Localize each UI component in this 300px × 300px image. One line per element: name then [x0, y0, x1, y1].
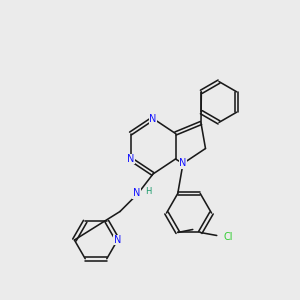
Text: N: N	[149, 113, 157, 124]
Text: N: N	[179, 158, 187, 169]
Text: Cl: Cl	[224, 232, 233, 242]
Text: H: H	[145, 187, 152, 196]
Text: N: N	[127, 154, 134, 164]
Text: N: N	[133, 188, 140, 199]
Text: N: N	[114, 235, 121, 245]
